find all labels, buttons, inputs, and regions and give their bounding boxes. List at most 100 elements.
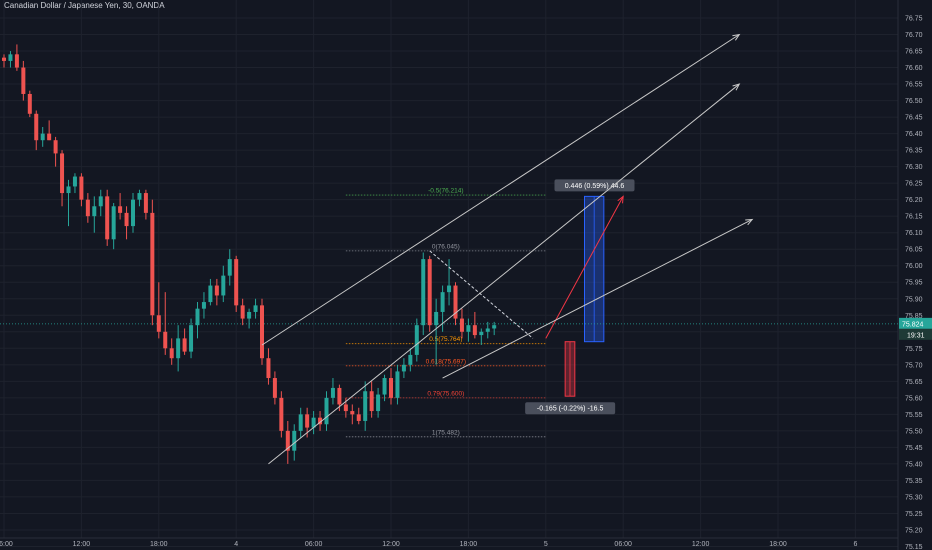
candle-body bbox=[421, 259, 426, 326]
candle-body bbox=[337, 387, 342, 405]
trend-channel-arrow-head bbox=[732, 33, 741, 41]
candle-body bbox=[389, 378, 393, 398]
candle-body bbox=[156, 315, 161, 332]
candle-body bbox=[459, 318, 464, 332]
short-position-label: -0.165 (-0.22%) -16.5 bbox=[537, 406, 604, 413]
y-tick-label: 76.40 bbox=[905, 131, 923, 138]
x-tick-label: 18:00 bbox=[150, 541, 168, 548]
y-tick-label: 75.55 bbox=[905, 412, 923, 419]
y-tick-label: 75.20 bbox=[905, 527, 923, 534]
candle-body bbox=[247, 311, 252, 319]
trend-channel-line bbox=[268, 83, 740, 465]
trend-channel-arrow-head bbox=[732, 83, 741, 91]
y-tick-label: 75.85 bbox=[905, 313, 923, 320]
fib-level-label: 0.5(75.764) bbox=[429, 336, 462, 343]
x-tick-label: 18:00 bbox=[460, 541, 478, 548]
candle-body bbox=[466, 325, 471, 332]
candle-body bbox=[79, 176, 84, 200]
candle-body bbox=[169, 348, 174, 359]
candle-body bbox=[408, 354, 413, 365]
x-tick-label: 12:00 bbox=[692, 541, 710, 548]
candle-body bbox=[8, 54, 13, 61]
candle-body bbox=[324, 397, 329, 425]
candle-body bbox=[279, 397, 284, 431]
candle-body bbox=[14, 54, 19, 68]
x-tick-label: 06:00 bbox=[305, 541, 323, 548]
candle-body bbox=[350, 411, 355, 415]
trend-channel-line bbox=[261, 34, 740, 346]
candle-body bbox=[53, 140, 58, 154]
y-tick-label: 76.60 bbox=[905, 65, 923, 72]
candle-body bbox=[163, 331, 168, 349]
countdown-label: 19:31 bbox=[907, 332, 925, 339]
x-tick-label: 6 bbox=[853, 541, 857, 548]
candle-body bbox=[479, 331, 484, 336]
x-tick-label: 4 bbox=[234, 541, 238, 548]
candle-body bbox=[492, 325, 497, 329]
y-tick-label: 75.95 bbox=[905, 280, 923, 287]
candle-body bbox=[363, 391, 368, 421]
candle-body bbox=[189, 325, 194, 352]
candle-body bbox=[21, 67, 26, 94]
long-position-label: 0.446 (0.59%) 44.6 bbox=[565, 183, 625, 190]
candle-body bbox=[118, 206, 123, 213]
current-price-badge[interactable] bbox=[899, 317, 932, 329]
candle-body bbox=[2, 57, 6, 61]
y-tick-label: 75.30 bbox=[905, 494, 923, 501]
y-tick-label: 75.15 bbox=[905, 544, 923, 550]
candle-body bbox=[440, 292, 445, 312]
short-position-label-box bbox=[525, 402, 616, 415]
long-position-label-box bbox=[554, 179, 635, 192]
candle-body bbox=[47, 133, 52, 141]
y-tick-label: 76.75 bbox=[905, 16, 923, 23]
candle-body bbox=[34, 113, 39, 141]
y-tick-label: 76.70 bbox=[905, 32, 923, 39]
candle-body bbox=[292, 430, 297, 451]
x-tick-label: 12:00 bbox=[382, 541, 400, 548]
candle-body bbox=[305, 414, 310, 428]
candle-body bbox=[343, 404, 348, 412]
candle-body bbox=[143, 193, 148, 213]
y-tick-label: 75.70 bbox=[905, 362, 923, 369]
candle-body bbox=[150, 212, 155, 316]
y-tick-label: 75.25 bbox=[905, 511, 923, 518]
x-tick-label: 06:00 bbox=[614, 541, 632, 548]
y-tick-label: 75.35 bbox=[905, 478, 923, 485]
fib-level-label: 1(75.482) bbox=[432, 429, 460, 436]
candle-body bbox=[201, 302, 206, 309]
candle-body bbox=[472, 325, 477, 336]
candle-body bbox=[285, 430, 290, 451]
candle-body bbox=[311, 417, 316, 428]
y-tick-label: 76.35 bbox=[905, 148, 923, 155]
candle-body bbox=[434, 311, 439, 326]
candle-body bbox=[85, 199, 90, 217]
candle-body bbox=[105, 196, 110, 240]
candle-body bbox=[131, 199, 135, 227]
candle-body bbox=[453, 285, 458, 319]
candle-body bbox=[414, 325, 419, 355]
trend-channel-arrow-head bbox=[745, 218, 754, 226]
fib-level-label: 0(76.045) bbox=[432, 243, 460, 250]
x-tick-label: 12:00 bbox=[73, 541, 91, 548]
candle-body bbox=[72, 176, 77, 187]
dashed-trend-line bbox=[429, 250, 534, 339]
candle-body bbox=[447, 285, 452, 293]
y-tick-label: 76.55 bbox=[905, 82, 923, 89]
y-tick-label: 75.90 bbox=[905, 296, 923, 303]
candle-body bbox=[376, 394, 381, 412]
candle-body bbox=[298, 414, 303, 431]
candle-body bbox=[195, 308, 200, 326]
current-price-label: 75.824 bbox=[902, 321, 924, 328]
candle-body bbox=[98, 196, 103, 207]
countdown-badge[interactable] bbox=[899, 328, 932, 340]
candle-body bbox=[266, 358, 271, 379]
candle-body bbox=[253, 305, 258, 312]
trend-channel-line bbox=[442, 219, 753, 379]
candle-body bbox=[318, 417, 323, 425]
projection-arrow-line bbox=[545, 196, 624, 339]
y-tick-label: 76.45 bbox=[905, 115, 923, 122]
y-tick-label: 76.20 bbox=[905, 197, 923, 204]
y-tick-label: 76.00 bbox=[905, 263, 923, 270]
y-tick-label: 76.25 bbox=[905, 181, 923, 188]
